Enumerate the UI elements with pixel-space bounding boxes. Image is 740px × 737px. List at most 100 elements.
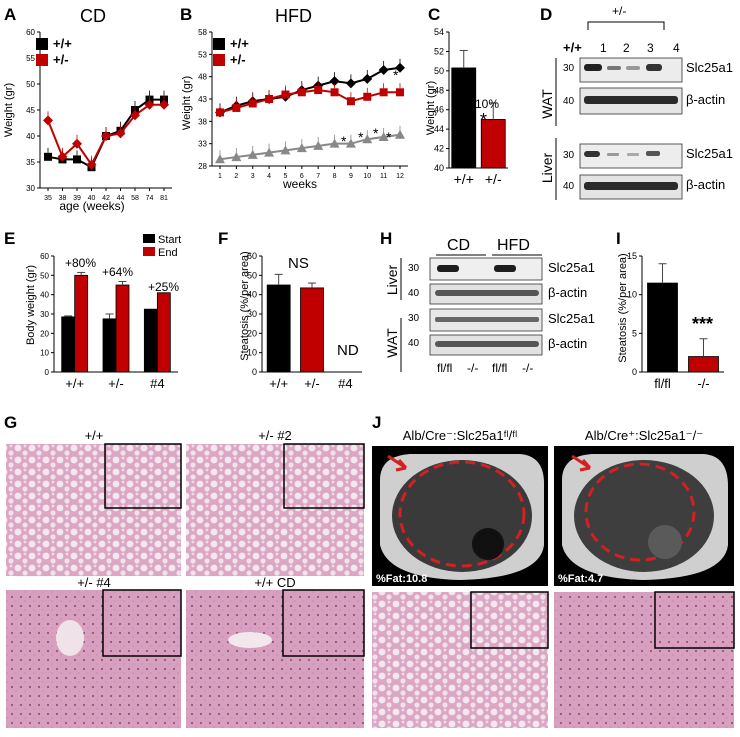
arrow-icon [387, 454, 408, 472]
lane-label: fl/fl [492, 361, 507, 375]
data-point [159, 99, 169, 110]
mri-title: Alb/Cre⁺:Slc25a1⁻/⁻ [585, 428, 703, 443]
mri-stomach [648, 525, 682, 559]
blot-band [435, 317, 539, 322]
band-label: β-actin [686, 92, 725, 107]
data-point [395, 62, 405, 73]
y-tick-label: 10 [627, 290, 637, 300]
y-tick-label: 48 [434, 85, 444, 95]
y-tick-label: 52 [434, 46, 444, 56]
bar [61, 316, 76, 373]
data-point [216, 108, 224, 117]
histology-label: +/- #4 [77, 575, 111, 590]
band-label: Slc25a1 [686, 60, 733, 75]
lane-label: -/- [467, 361, 478, 375]
x-tick-label: 42 [102, 195, 110, 202]
fat-percent-label: %Fat:4.7 [558, 573, 603, 585]
x-tick-label: -/- [697, 376, 709, 391]
mri-j: Alb/Cre⁻:Slc25a1ᶠˡ/ᶠˡ Alb/Cre⁺:Slc25a1⁻/… [372, 428, 735, 728]
histology-label: +/- #2 [258, 428, 292, 443]
x-tick-label: +/+ [65, 376, 84, 391]
histology-inset [654, 591, 735, 649]
mw-marker: 30 [563, 150, 575, 161]
x-tick-label: +/+ [269, 376, 288, 391]
axis-ylabel-a: Weight (gr) [3, 83, 15, 137]
x-tick-label: 4 [267, 173, 271, 180]
data-point [346, 97, 355, 106]
blood-vessel [56, 620, 84, 656]
annotation-nd: ND [337, 342, 359, 359]
y-tick-label: 60 [40, 252, 49, 261]
data-point [144, 99, 155, 110]
x-tick-label: 35 [44, 195, 52, 202]
y-tick-label: 42 [434, 144, 444, 154]
panel-letter-g: G [4, 413, 17, 432]
y-tick-label: 55 [26, 54, 35, 63]
x-tick-label: 58 [131, 195, 139, 202]
significance-star: * [341, 133, 347, 149]
axis-ylabel-e: Body weight (gr) [25, 265, 37, 345]
significance-star: * [358, 129, 364, 145]
significance-star: * [373, 125, 379, 141]
y-tick-label: 53 [198, 50, 207, 59]
x-tick-label: 11 [380, 173, 387, 180]
band-label: Slc25a1 [548, 260, 595, 275]
legend-label-start: Start [158, 234, 181, 246]
tissue-label: Liver [539, 152, 555, 183]
data-point [264, 147, 275, 157]
panel-letter-c: C [428, 5, 440, 24]
x-tick-label: +/- [108, 376, 124, 391]
western-blot-h: CD HFD Liver WAT 30 40 30 40 Slc25a1 β-a… [384, 237, 595, 375]
y-tick-label: 28 [198, 162, 207, 171]
y-tick-label: 20 [247, 328, 257, 338]
data-point [378, 64, 389, 75]
x-tick-label: 3 [251, 173, 255, 180]
y-tick-label: 50 [247, 270, 257, 280]
blot-band [435, 341, 539, 347]
y-tick-label: 58 [198, 28, 207, 37]
bar [451, 67, 477, 169]
histology-label: +/+ CD [254, 575, 295, 590]
blot-band [646, 151, 660, 156]
data-point [101, 131, 111, 141]
fat-percent-label: %Fat:10.8 [376, 573, 427, 585]
data-point [297, 88, 306, 97]
panel-a-title: CD [80, 6, 106, 26]
bar [266, 284, 291, 373]
bar [647, 282, 678, 373]
data-point [362, 134, 373, 144]
blot-band [646, 64, 662, 71]
y-tick-label: 40 [247, 290, 257, 300]
x-tick-label: 7 [316, 173, 320, 180]
data-point [281, 90, 290, 99]
tissue-label: WAT [384, 328, 400, 358]
percent-change-label: +25% [148, 280, 179, 294]
significance-star: * [393, 67, 399, 83]
mw-marker: 40 [408, 338, 420, 349]
y-tick-label: 0 [45, 368, 50, 377]
data-point [378, 131, 389, 141]
data-point [57, 151, 68, 162]
panel-letter-h: H [380, 229, 392, 248]
lane-group-label: +/- [612, 4, 626, 18]
bar [115, 284, 130, 373]
annotation-percent-c: 10% [475, 97, 499, 111]
lane-label: 3 [647, 41, 654, 55]
panel-letter-b: B [180, 5, 192, 24]
data-point [345, 78, 356, 89]
panel-letter-d: D [540, 5, 552, 24]
histology-inset [283, 443, 365, 509]
bar [300, 287, 324, 373]
axis-ylabel-i: Steatosis (%/per area) [617, 253, 629, 362]
y-tick-label: 54 [434, 27, 444, 37]
histology-inset [470, 591, 549, 649]
bar [156, 292, 171, 373]
x-tick-label: 74 [146, 195, 154, 202]
y-tick-label: 60 [26, 28, 35, 37]
lane-label: -/- [522, 361, 533, 375]
arrow-icon [571, 454, 592, 472]
x-tick-label: +/- [485, 171, 502, 187]
y-tick-label: 50 [40, 271, 49, 280]
data-point [44, 152, 52, 161]
mw-marker: 40 [563, 181, 575, 192]
